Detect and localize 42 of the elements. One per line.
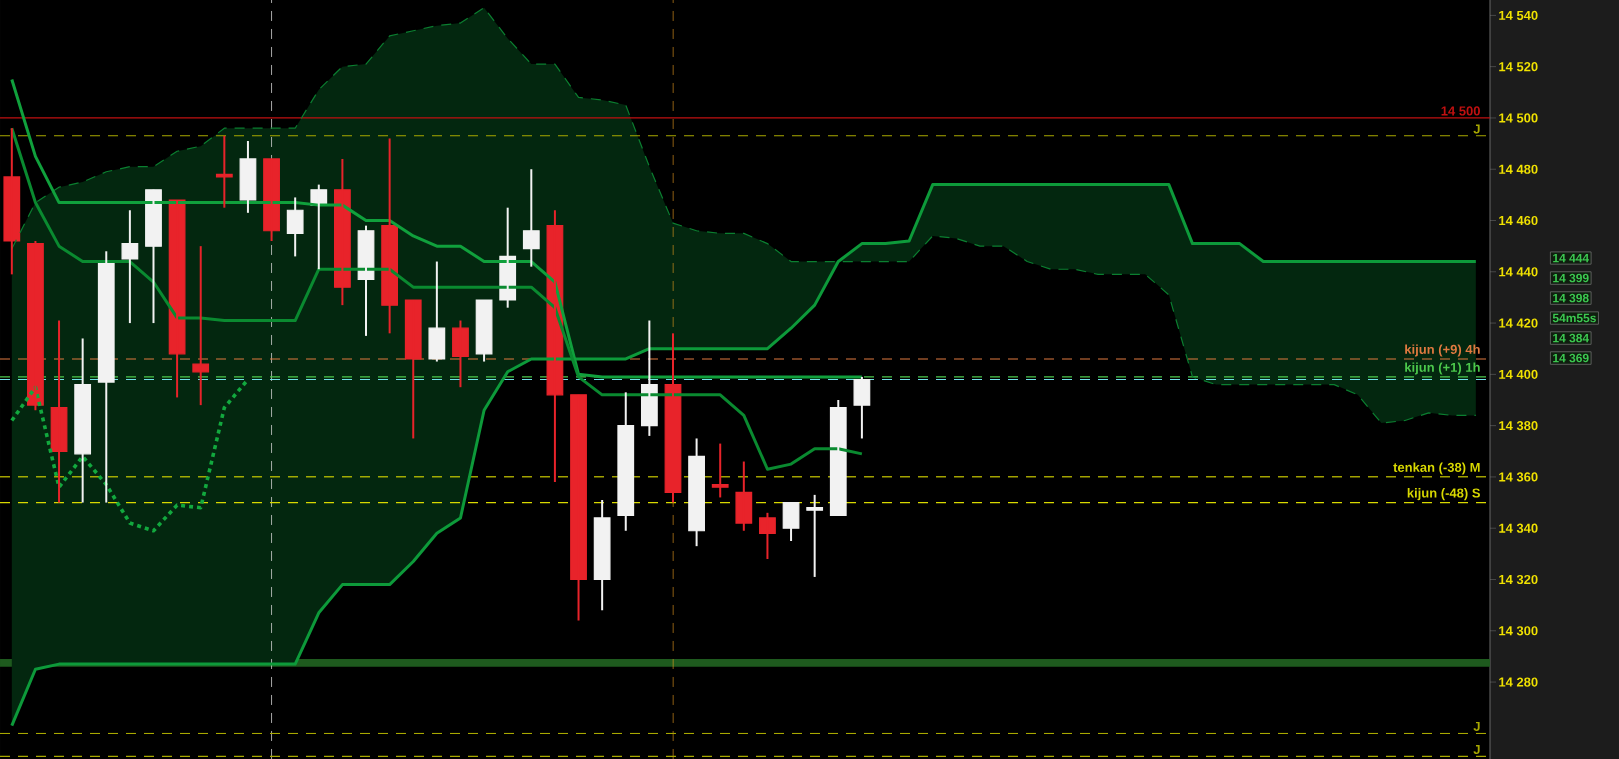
ref-line-label: kijun (+9) 4h bbox=[1405, 344, 1480, 357]
y-tick-label: 14 420 bbox=[1499, 318, 1538, 328]
candlestick bbox=[121, 209, 139, 325]
text: 14 384 bbox=[1553, 333, 1590, 343]
candlestick bbox=[806, 493, 824, 578]
ref-line-label: 14 500 bbox=[1441, 106, 1480, 116]
y-tick-label: 14 340 bbox=[1499, 523, 1538, 533]
y-tick-label: 14 280 bbox=[1499, 677, 1538, 687]
y-tick-label: 14 480 bbox=[1499, 164, 1538, 174]
y-tick-label: 14 520 bbox=[1499, 62, 1538, 72]
y-tick-label: 14 460 bbox=[1499, 215, 1538, 226]
ref-line-label: tenkan (-38) M bbox=[1393, 462, 1480, 475]
candlestick bbox=[853, 375, 871, 440]
candlestick bbox=[593, 499, 611, 612]
candlestick bbox=[428, 260, 446, 363]
text: 14 398 bbox=[1553, 293, 1589, 303]
ref-line-label: J bbox=[1473, 124, 1480, 134]
candlestick bbox=[215, 134, 233, 209]
ref-line-label: kijun (-48) S bbox=[1407, 488, 1480, 501]
candlestick bbox=[404, 299, 422, 440]
candlestick bbox=[759, 511, 776, 560]
text: 14 399 bbox=[1553, 273, 1589, 283]
candlestick bbox=[3, 127, 21, 276]
ref-line-label: J bbox=[1473, 744, 1480, 755]
y-tick-label: 14 540 bbox=[1499, 10, 1538, 20]
candlestick bbox=[570, 393, 587, 622]
y-tick-label: 14 320 bbox=[1499, 574, 1538, 585]
candlestick bbox=[735, 460, 753, 532]
text: 54m55s bbox=[1552, 313, 1596, 323]
ref-line-label: J bbox=[1473, 721, 1480, 731]
text: 14 444 bbox=[1553, 253, 1590, 263]
text: 14 369 bbox=[1553, 353, 1589, 363]
y-tick-label: 14 380 bbox=[1499, 421, 1538, 431]
y-tick-label: 14 360 bbox=[1499, 472, 1538, 482]
ref-line-label: kijun (+1) 1h bbox=[1405, 362, 1480, 375]
candlestick bbox=[192, 245, 210, 407]
y-tick-label: 14 500 bbox=[1499, 113, 1538, 123]
candlestick bbox=[475, 299, 493, 363]
y-tick-label: 14 300 bbox=[1499, 626, 1538, 636]
candlestick bbox=[711, 442, 729, 499]
y-tick-label: 14 440 bbox=[1499, 267, 1538, 277]
y-tick-label: 14 400 bbox=[1499, 369, 1538, 379]
